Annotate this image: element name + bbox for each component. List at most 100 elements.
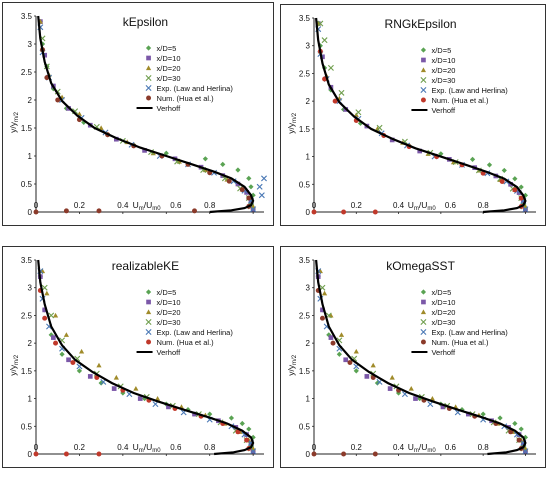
data-point (261, 175, 267, 182)
x-tick-label: 0.6 (170, 201, 182, 210)
legend-label: Verhoff (157, 104, 182, 113)
data-point (76, 111, 83, 117)
panel-frame (2, 2, 274, 226)
y-tick-label: 1 (28, 152, 33, 161)
legend-label: Exp. (Law and Herlina) (431, 86, 508, 95)
legend-swatch (420, 97, 426, 103)
series-line (315, 259, 527, 456)
legend-swatch (146, 55, 151, 61)
data-point (486, 162, 493, 168)
data-point (42, 307, 48, 313)
data-point (202, 156, 208, 162)
data-point (330, 340, 336, 346)
chart-svg: 00.511.522.533.500.20.40.81Um/Um00.6y/ym… (2, 246, 274, 468)
data-point (332, 98, 338, 104)
data-point (341, 451, 347, 457)
y-tick-label: 0.5 (21, 422, 33, 431)
series-6 (37, 15, 255, 214)
data-point (246, 195, 252, 201)
x-tick-label: 0.8 (204, 443, 216, 452)
data-point (96, 208, 102, 214)
y-tick-label: 1 (306, 153, 311, 162)
x-tick-label: 0.2 (74, 201, 86, 210)
chart-title: RNGkEpsilon (385, 17, 457, 31)
data-point (347, 360, 353, 366)
data-point (246, 175, 252, 181)
legend-label: x/D=30 (431, 318, 455, 327)
x-tick-label: 0.6 (170, 443, 182, 452)
y-tick-label: 0 (28, 450, 33, 459)
legend-label: x/D=20 (431, 308, 455, 317)
legend-swatch (420, 87, 427, 93)
data-point (250, 206, 257, 213)
data-point (429, 395, 435, 401)
data-point (512, 187, 518, 193)
data-point (142, 148, 147, 153)
data-point (256, 183, 263, 190)
data-point (372, 451, 378, 457)
chart-svg: 00.511.522.533.500.20.40.81Um/Um00.6y/ym… (280, 4, 546, 226)
data-point (248, 184, 254, 190)
legend-label: x/D=20 (157, 308, 181, 317)
y-tick-label: 3 (28, 284, 33, 293)
panel-frame (2, 246, 274, 468)
y-tick-label: 2 (28, 96, 33, 105)
x-tick-label: 0.2 (351, 201, 363, 210)
legend-label: x/D=10 (157, 54, 181, 63)
data-point (522, 206, 529, 213)
data-point (440, 404, 446, 410)
legend-swatch (421, 299, 426, 305)
series-6 (37, 259, 255, 456)
legend-label: x/D=10 (431, 56, 455, 65)
legend-label: x/D=20 (157, 64, 181, 73)
x-tick-label: 0.6 (445, 443, 457, 452)
chart-title: kEpsilon (123, 15, 168, 29)
legend-label: Exp. (Law and Herlina) (157, 84, 234, 93)
y-tick-label: 0.5 (21, 180, 33, 189)
data-point (417, 148, 423, 154)
data-point (166, 404, 171, 410)
series-line (37, 15, 255, 214)
y-tick-label: 3.5 (21, 12, 33, 21)
series-6 (315, 259, 527, 456)
legend-swatch (420, 329, 427, 335)
chart-svg: 00.511.522.533.500.20.40.81Um/Um00.6y/ym… (2, 2, 274, 226)
y-tick-label: 3 (28, 40, 33, 49)
data-point (328, 335, 334, 340)
y-tick-label: 2.5 (21, 68, 33, 77)
y-tick-label: 0 (306, 450, 311, 459)
chart-panel-realizableke: 00.511.522.533.500.20.40.81Um/Um00.6y/ym… (2, 246, 274, 468)
data-point (508, 181, 513, 187)
data-point (239, 187, 245, 193)
series-6 (315, 17, 527, 214)
chart-panel-rngkepsilon: 00.511.522.533.500.20.40.81Um/Um00.6y/ym… (280, 4, 546, 226)
data-point (501, 167, 507, 174)
legend-label: Verhoff (431, 348, 456, 357)
x-axis-label: Um/Um0 (408, 442, 437, 454)
legend-swatch (421, 57, 426, 63)
data-point (258, 192, 265, 199)
data-point (357, 120, 364, 126)
y-tick-label: 0.5 (299, 180, 311, 189)
y-tick-label: 3 (306, 42, 311, 51)
data-point (508, 429, 514, 435)
data-point (338, 332, 345, 337)
data-point (321, 290, 328, 296)
legend-label: x/D=5 (157, 44, 177, 53)
data-point (518, 184, 524, 190)
series-line (315, 17, 527, 214)
legend-label: Num. (Hua et al.) (431, 96, 489, 105)
legend-swatch (420, 309, 427, 315)
data-point (244, 437, 250, 443)
data-point (152, 401, 159, 408)
data-point (317, 20, 324, 27)
legend-label: x/D=5 (431, 46, 451, 55)
legend-swatch (145, 45, 152, 51)
y-tick-label: 0 (306, 208, 311, 217)
y-tick-label: 1.5 (21, 124, 33, 133)
data-point (133, 385, 139, 391)
data-point (518, 195, 524, 201)
legend-swatch (145, 85, 152, 91)
